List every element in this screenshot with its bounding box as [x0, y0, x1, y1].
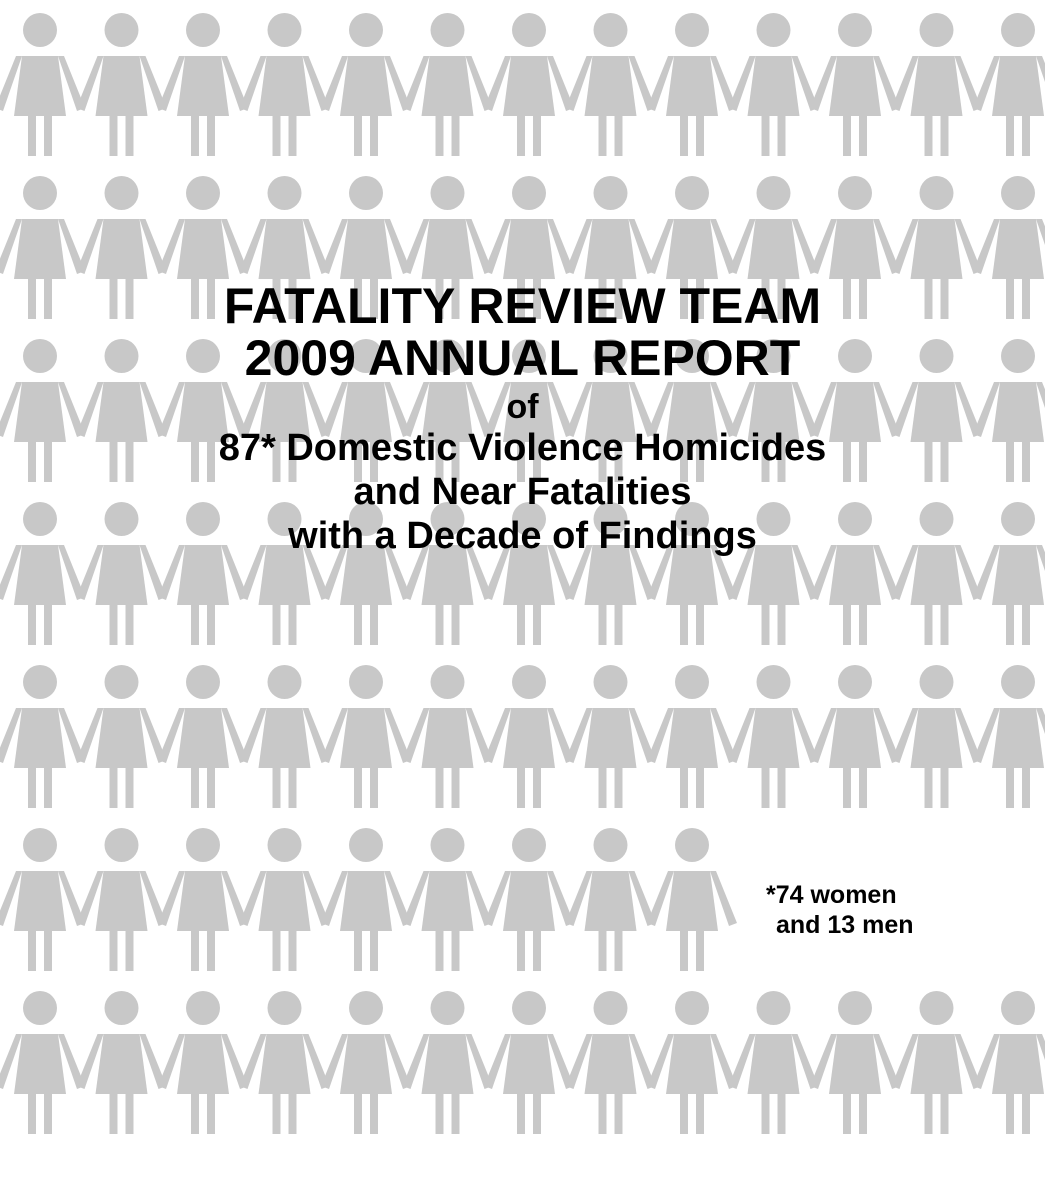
person-icon: [321, 13, 411, 156]
person-icon: [239, 665, 330, 808]
person-icon: [158, 13, 248, 156]
person-icon: [0, 665, 85, 808]
person-icon: [0, 991, 85, 1134]
footnote-line-1: *74 women: [766, 881, 897, 909]
report-title-line-1: FATALITY REVIEW TEAM: [223, 278, 822, 334]
person-icon: [728, 665, 819, 808]
person-icon: [565, 665, 656, 808]
person-icon: [0, 13, 85, 156]
person-icon: [0, 828, 85, 971]
report-connector: of: [506, 388, 539, 426]
person-icon: [891, 991, 982, 1134]
person-icon: [647, 828, 737, 971]
person-icon: [484, 828, 574, 971]
person-icon: [76, 665, 167, 808]
person-icon: [484, 991, 574, 1134]
report-subtitle-line-2: and Near Fatalities: [353, 471, 692, 513]
person-icon: [158, 665, 248, 808]
person-icon: [891, 13, 982, 156]
person-icon: [484, 665, 574, 808]
person-icon: [402, 665, 493, 808]
person-icon: [647, 991, 737, 1134]
person-icon: [810, 13, 900, 156]
report-subtitle-line-1: 87* Domestic Violence Homicides: [218, 427, 827, 469]
report-title-block: FATALITY REVIEW TEAM 2009 ANNUAL REPORT …: [0, 280, 1045, 558]
person-icon: [239, 13, 330, 156]
person-icon: [321, 665, 411, 808]
person-icon: [565, 991, 656, 1134]
person-icon: [321, 828, 411, 971]
person-icon: [728, 13, 819, 156]
footnote-line-2: and 13 men: [776, 911, 914, 939]
person-icon: [565, 828, 656, 971]
person-icon: [321, 991, 411, 1134]
person-icon: [810, 665, 900, 808]
person-icon: [973, 665, 1045, 808]
person-icon: [402, 13, 493, 156]
person-icon: [158, 828, 248, 971]
person-icon: [565, 13, 656, 156]
person-icon: [891, 665, 982, 808]
person-icon: [402, 828, 493, 971]
person-icon: [158, 991, 248, 1134]
person-icon: [810, 991, 900, 1134]
person-icon: [728, 991, 819, 1134]
report-subtitle-line-3: with a Decade of Findings: [288, 515, 757, 557]
person-icon: [484, 13, 574, 156]
person-icon: [76, 991, 167, 1134]
person-icon: [76, 828, 167, 971]
person-icon: [973, 13, 1045, 156]
person-icon: [239, 991, 330, 1134]
person-icon: [647, 13, 737, 156]
footnote: *74 women and 13 men: [766, 880, 914, 940]
person-icon: [647, 665, 737, 808]
person-icon: [402, 991, 493, 1134]
report-title-line-2: 2009 ANNUAL REPORT: [244, 330, 801, 386]
person-icon: [76, 13, 167, 156]
person-icon: [239, 828, 330, 971]
person-icon: [973, 991, 1045, 1134]
